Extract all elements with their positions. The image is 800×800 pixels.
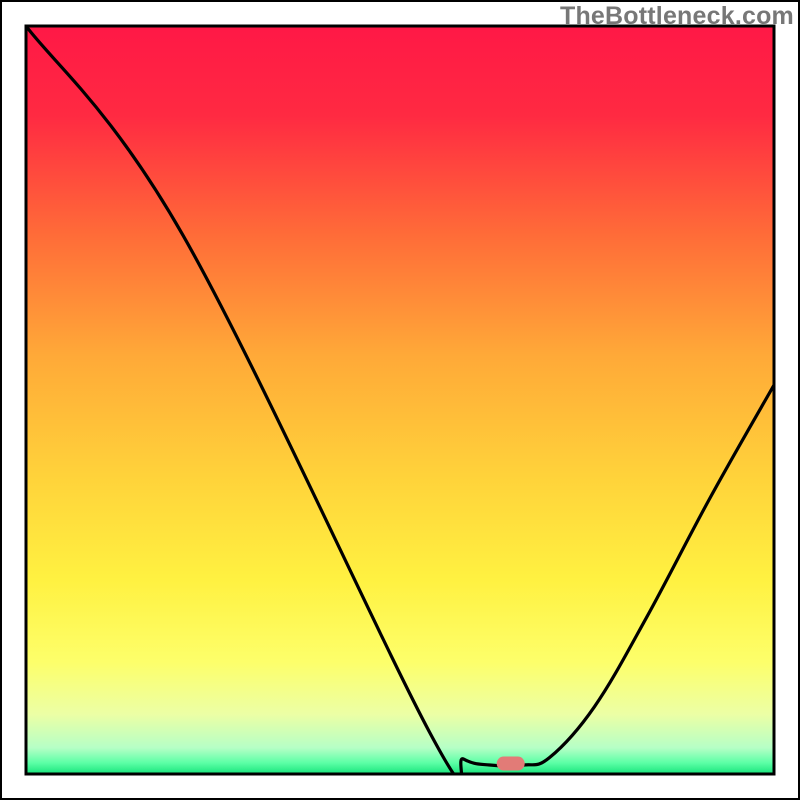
minimum-marker [497, 757, 525, 771]
watermark-text: TheBottleneck.com [560, 2, 794, 31]
bottleneck-chart-svg [0, 0, 800, 800]
chart-container: TheBottleneck.com [0, 0, 800, 800]
plot-gradient-background [26, 26, 774, 774]
